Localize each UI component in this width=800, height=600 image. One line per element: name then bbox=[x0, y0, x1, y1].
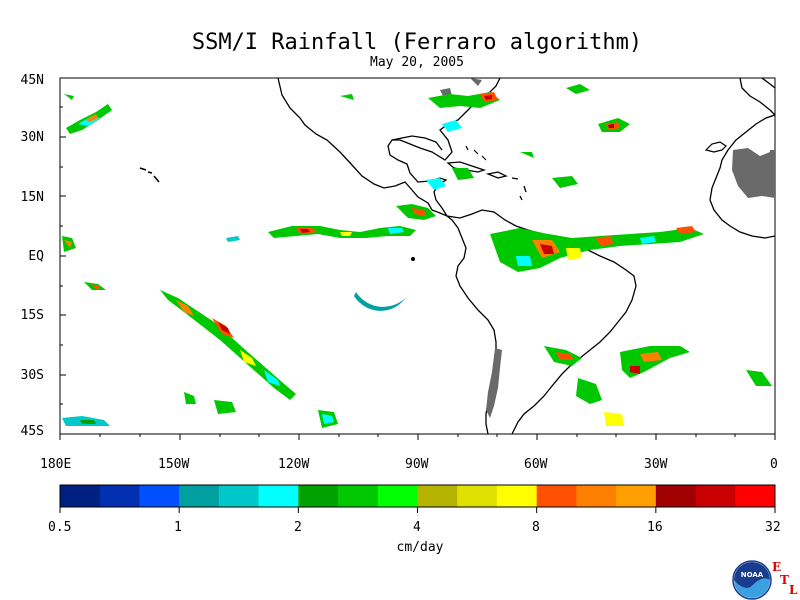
colorbar-units: cm/day bbox=[396, 540, 444, 555]
colorbar-swatch bbox=[655, 485, 697, 507]
scale-label-4: 4 bbox=[413, 520, 421, 535]
lon-label-60w: 60W bbox=[524, 457, 548, 472]
colorbar-swatch bbox=[735, 485, 776, 507]
colorbar-swatch bbox=[179, 485, 220, 507]
lon-label-150w: 150W bbox=[158, 457, 190, 472]
colorbar-swatch bbox=[60, 485, 101, 507]
galapagos-islands bbox=[411, 257, 415, 261]
scale-label-16: 16 bbox=[647, 520, 663, 535]
scale-label-0-5: 0.5 bbox=[48, 520, 72, 535]
hispaniola-island bbox=[485, 171, 508, 179]
colorbar-swatch bbox=[616, 485, 657, 507]
etl-letter-e: E bbox=[772, 560, 782, 574]
axis-ticks bbox=[59, 77, 776, 440]
colorbar-swatch bbox=[298, 485, 339, 507]
colorbar-swatch bbox=[576, 485, 617, 507]
lat-label-15n: 15N bbox=[20, 190, 44, 205]
lat-label-30n: 30N bbox=[20, 130, 44, 145]
colorbar-swatch bbox=[457, 485, 498, 507]
colorbar-frame bbox=[59, 484, 776, 508]
colorbar-swatch bbox=[139, 485, 180, 507]
scale-label-32: 32 bbox=[765, 520, 781, 535]
lat-label-45s: 45S bbox=[20, 424, 44, 439]
lon-label-180e: 180E bbox=[40, 457, 72, 472]
caribbean-islets bbox=[511, 177, 527, 201]
colorbar-swatch bbox=[377, 485, 418, 507]
lat-label-45n: 45N bbox=[20, 73, 44, 88]
etl-letter-l: L bbox=[789, 583, 798, 597]
colorbar-swatch bbox=[99, 485, 140, 507]
scale-label-2: 2 bbox=[294, 520, 302, 535]
gulf-coast bbox=[391, 135, 443, 151]
map-date: May 20, 2005 bbox=[370, 55, 464, 70]
rainfall-patches bbox=[62, 84, 772, 428]
colorbar-swatch bbox=[496, 485, 538, 507]
scale-label-8: 8 bbox=[532, 520, 540, 535]
africa-coast bbox=[709, 77, 776, 239]
colorbar bbox=[59, 485, 776, 513]
map-title: SSM/I Rainfall (Ferraro algorithm) bbox=[191, 30, 643, 55]
colorbar-swatch bbox=[258, 485, 299, 507]
colorbar-swatch bbox=[218, 485, 260, 507]
lon-label-90w: 90W bbox=[405, 457, 429, 472]
noaa-logo: NOAA bbox=[732, 560, 772, 600]
scale-label-1: 1 bbox=[174, 520, 182, 535]
iberia-coast bbox=[704, 141, 727, 153]
colorbar-swatch bbox=[417, 485, 458, 507]
lat-label-eq: EQ bbox=[28, 249, 44, 264]
colorbar-swatch bbox=[536, 485, 577, 507]
bahamas-islands bbox=[465, 145, 487, 161]
map-frame bbox=[59, 77, 776, 435]
noaa-logo-text: NOAA bbox=[741, 571, 764, 579]
lon-label-30w: 30W bbox=[644, 457, 668, 472]
colorbar-swatch bbox=[338, 485, 379, 507]
lat-label-15s: 15S bbox=[20, 308, 44, 323]
etl-letter-t: T bbox=[780, 573, 789, 587]
hawaii-islands bbox=[139, 167, 160, 183]
lon-label-120w: 120W bbox=[278, 457, 310, 472]
lat-label-30s: 30S bbox=[20, 368, 44, 383]
lon-label-0: 0 bbox=[770, 457, 778, 472]
north-america-coast bbox=[277, 77, 501, 217]
colorbar-swatch bbox=[695, 485, 736, 507]
